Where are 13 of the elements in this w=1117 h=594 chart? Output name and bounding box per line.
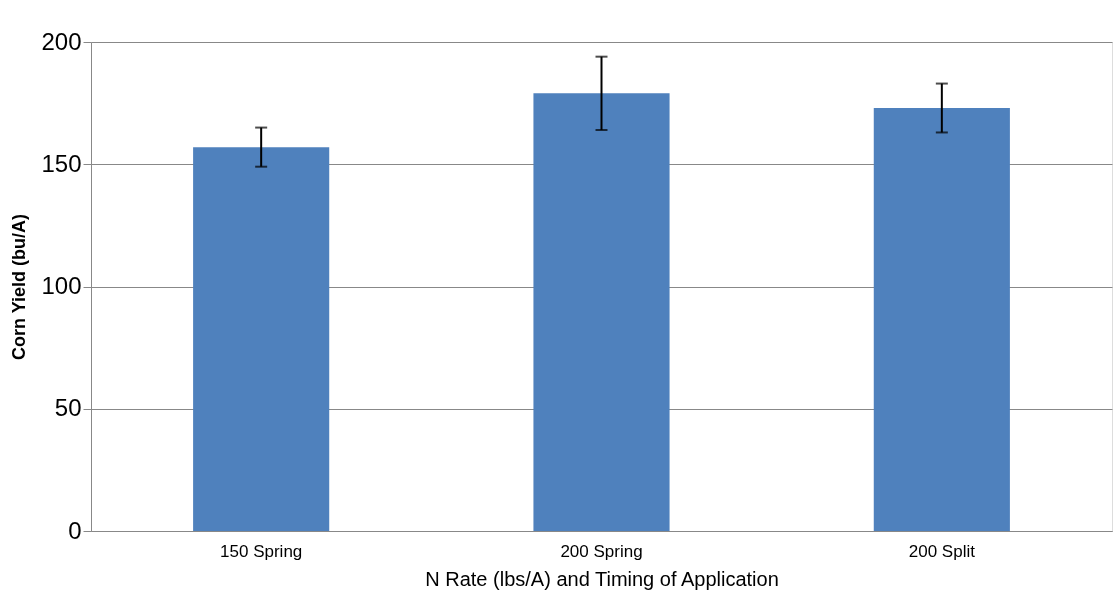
x-axis-title: N Rate (lbs/A) and Timing of Application bbox=[425, 567, 779, 590]
y-tick-label: 150 bbox=[41, 149, 82, 177]
y-axis-title: Corn Yield (bu/A) bbox=[9, 214, 30, 360]
x-tick-label: 200 Split bbox=[908, 541, 976, 561]
bar bbox=[193, 147, 330, 531]
x-tick-label: 200 Spring bbox=[560, 541, 643, 561]
y-tick-label: 200 bbox=[41, 27, 82, 55]
bar bbox=[533, 93, 670, 531]
y-tick-label: 0 bbox=[68, 516, 82, 544]
y-tick-label: 50 bbox=[54, 394, 82, 422]
bar bbox=[873, 108, 1010, 531]
y-tick-label: 100 bbox=[41, 272, 82, 299]
x-tick-label: 150 Spring bbox=[220, 541, 303, 561]
